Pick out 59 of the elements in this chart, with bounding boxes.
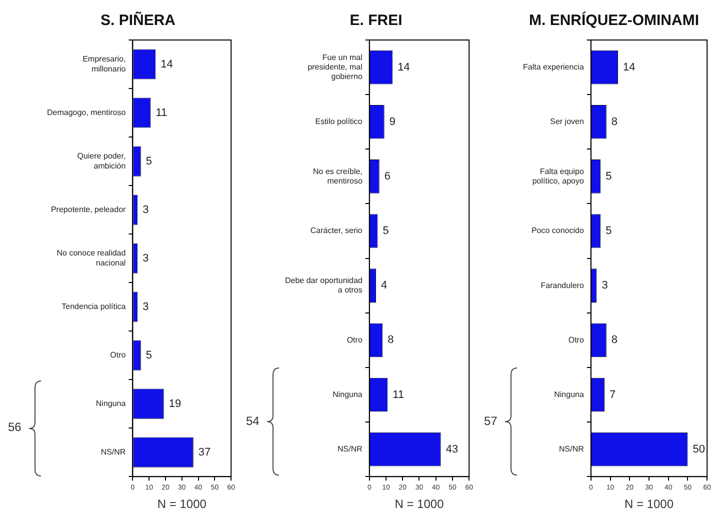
data-label: 8 <box>611 116 618 128</box>
data-label: 11 <box>156 106 168 119</box>
text: 57 <box>484 414 498 428</box>
chart-title: E. FREI <box>350 12 402 30</box>
data-label: 14 <box>398 61 410 74</box>
data-label: 50 <box>692 443 705 456</box>
y-tick-label: Debe dar oportunidad a otros <box>285 276 362 295</box>
data-label: 4 <box>381 280 388 292</box>
data-label: 5 <box>146 349 152 362</box>
y-tick-label: Otro <box>568 335 584 344</box>
y-tick-label: Empresario, millonario <box>82 54 126 74</box>
y-tick-label: Ninguna <box>96 399 126 408</box>
y-tick-label: Farandulero <box>540 280 584 290</box>
y-tick-label: Carácter, serio <box>310 226 363 236</box>
y-tick-label: Fue un mal presidente, mal gobierno <box>308 52 363 82</box>
chart-title: M. ENRÍQUEZ-OMINAMI <box>529 11 699 30</box>
y-tick-label: NS/NR <box>559 444 584 454</box>
y-tick-label: Estilo político <box>315 117 363 126</box>
data-label: 3 <box>142 204 149 216</box>
data-label: 9 <box>389 116 396 128</box>
y-tick-label: Ninguna <box>332 390 363 399</box>
data-label: 5 <box>382 225 389 238</box>
data-label: 14 <box>623 61 636 74</box>
y-tick-label: Falta equipo político, apoyo <box>532 166 584 186</box>
text: N = 1000 <box>157 497 206 511</box>
data-label: 14 <box>160 58 173 70</box>
y-tick-label: Tendencia política <box>62 302 126 312</box>
y-tick-label: Ninguna <box>554 390 584 399</box>
text: 54 <box>246 414 260 428</box>
y-tick-label: Prepotente, peleador <box>50 204 126 214</box>
data-label: 3 <box>142 300 149 313</box>
data-label: 5 <box>146 155 152 168</box>
data-label: 11 <box>392 388 404 401</box>
y-tick-label: Demagogo, mentiroso <box>46 108 126 117</box>
y-tick-label: No conoce realidad nacional <box>56 248 126 268</box>
y-tick-label: NS/NR <box>100 448 126 457</box>
y-tick-label: Poco conocido <box>531 226 584 236</box>
data-label: 7 <box>609 388 616 401</box>
data-label: 5 <box>606 225 612 238</box>
data-label: 6 <box>384 170 390 182</box>
y-tick-label: Otro <box>346 335 363 344</box>
text: N = 1000 <box>394 497 444 511</box>
data-label: 8 <box>611 334 618 346</box>
data-label: 19 <box>168 398 182 410</box>
chart-title: S. PIÑERA <box>100 11 176 30</box>
text: 56 <box>8 420 22 434</box>
data-label: 3 <box>602 280 608 292</box>
data-label: 37 <box>198 446 211 458</box>
y-tick-label: Otro <box>110 350 126 360</box>
data-label: 8 <box>388 334 394 346</box>
y-tick-label: Ser joven <box>550 117 584 126</box>
y-tick-label: Falta experiencia <box>523 62 584 72</box>
y-tick-label: No es creíble, mentiroso <box>313 166 363 186</box>
y-tick-label: Quiere poder, ambición <box>77 152 126 170</box>
data-label: 43 <box>446 443 458 456</box>
data-label: 3 <box>142 252 149 264</box>
data-label: 5 <box>606 170 612 182</box>
text: N = 1000 <box>624 497 674 511</box>
y-tick-label: NS/NR <box>338 444 363 454</box>
